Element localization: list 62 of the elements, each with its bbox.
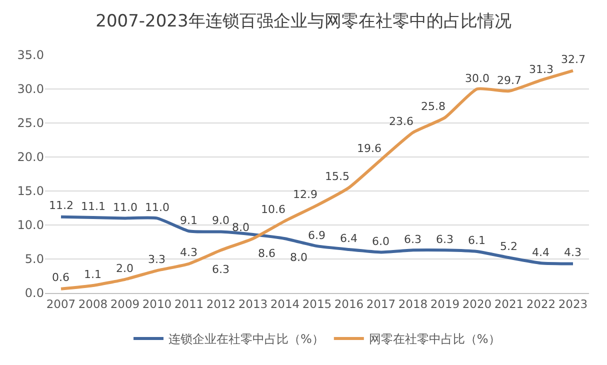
y-tick-label: 30.0: [17, 82, 44, 96]
x-tick-label: 2012: [206, 296, 236, 311]
x-tick-label: 2020: [462, 296, 492, 311]
x-tick-label: 2014: [270, 296, 300, 311]
data-label: 11.0: [113, 201, 138, 214]
x-tick-label: 2009: [110, 296, 140, 311]
x-tick-label: 2015: [302, 296, 332, 311]
x-tick-label: 2008: [78, 296, 108, 311]
data-label: 25.8: [421, 100, 446, 113]
legend-label: 网零在社零中占比（%）: [368, 332, 500, 346]
x-tick-label: 2023: [558, 296, 588, 311]
data-label: 6.0: [372, 235, 390, 248]
data-label: 11.2: [49, 199, 74, 212]
data-label: 9.1: [180, 214, 198, 227]
x-tick-label: 2017: [366, 296, 396, 311]
data-label: 6.4: [340, 232, 358, 245]
x-tick-label: 2013: [238, 296, 268, 311]
x-tick-label: 2011: [174, 296, 204, 311]
data-label: 5.2: [500, 240, 518, 253]
data-label: 11.1: [81, 200, 106, 213]
x-tick-label: 2019: [430, 296, 460, 311]
x-tick-label: 2021: [494, 296, 524, 311]
data-label: 29.7: [497, 74, 522, 87]
data-label: 19.6: [357, 142, 382, 155]
y-tick-label: 35.0: [17, 48, 44, 62]
x-tick-label: 2018: [398, 296, 428, 311]
data-label: 30.0: [465, 72, 490, 85]
data-label: 6.3: [212, 263, 230, 276]
data-label: 10.6: [261, 203, 286, 216]
data-label: 32.7: [561, 53, 586, 66]
data-label: 11.0: [145, 201, 170, 214]
data-label: 8.6: [258, 247, 276, 260]
data-label: 15.5: [325, 170, 350, 183]
y-tick-label: 5.0: [24, 252, 44, 266]
data-label: 8.0: [232, 221, 250, 234]
legend-label: 连锁企业在社零中占比（%）: [168, 332, 324, 346]
data-label: 23.6: [389, 115, 414, 128]
y-tick-label: 25.0: [17, 116, 44, 130]
data-label: 6.1: [468, 234, 486, 247]
data-label: 4.3: [180, 246, 198, 259]
x-tick-label: 2022: [526, 296, 556, 311]
data-label: 6.9: [308, 229, 326, 242]
data-label: 9.0: [212, 214, 230, 227]
y-tick-label: 20.0: [17, 150, 44, 164]
x-tick-label: 2016: [334, 296, 364, 311]
data-label: 4.3: [564, 246, 582, 259]
data-label: 12.9: [293, 188, 318, 201]
data-label: 0.6: [52, 271, 70, 284]
data-label: 31.3: [529, 63, 554, 76]
data-label: 2.0: [116, 262, 134, 275]
data-label: 1.1: [84, 268, 102, 281]
data-label: 4.4: [532, 246, 550, 259]
chart-title: 2007-2023年连锁百强企业与网零在社零中的占比情况: [96, 12, 512, 32]
x-tick-label: 2007: [46, 296, 76, 311]
data-label: 6.3: [436, 233, 454, 246]
data-label: 3.3: [148, 253, 166, 266]
y-tick-label: 0.0: [24, 286, 44, 300]
y-tick-label: 15.0: [17, 184, 44, 198]
x-tick-label: 2010: [142, 296, 172, 311]
data-label: 6.3: [404, 233, 422, 246]
data-label: 8.0: [290, 251, 308, 264]
y-tick-label: 10.0: [17, 218, 44, 232]
